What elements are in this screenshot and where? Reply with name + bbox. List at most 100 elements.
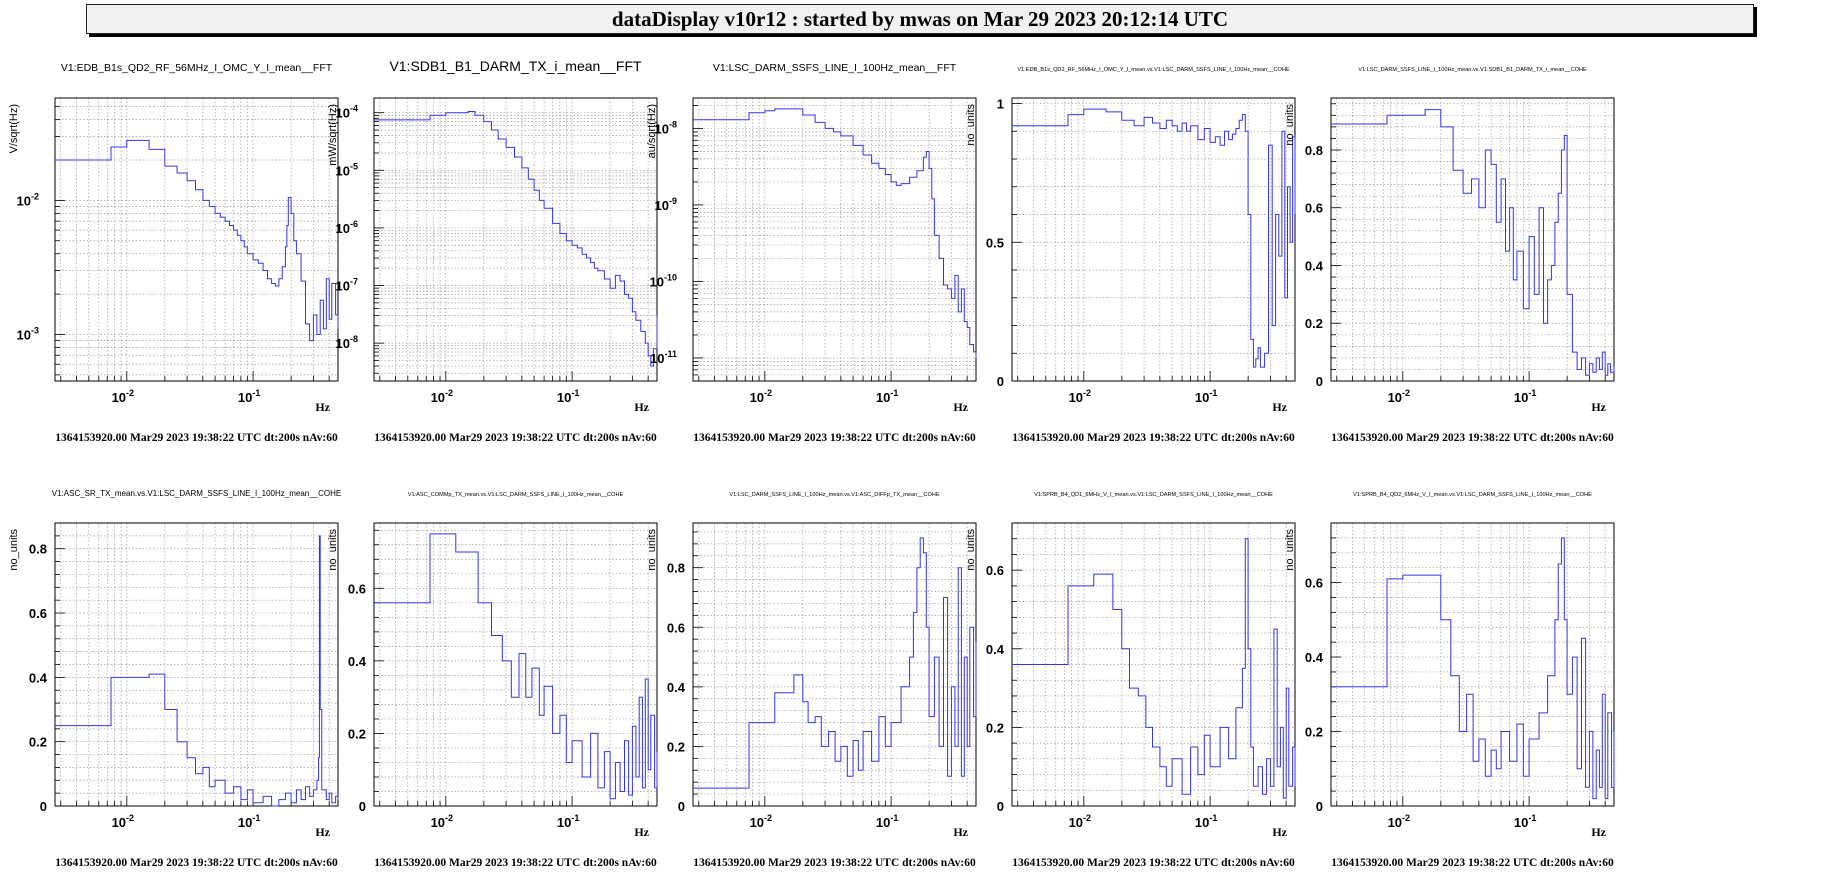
y-tick-label: 0.2 <box>986 720 1004 735</box>
y-tick-label: 0.6 <box>667 620 685 635</box>
y-tick-label: 0.2 <box>1305 725 1323 740</box>
chart-panel: V1:SPRB_B4_QD2_6MHz_V_I_mean.vs.V1:LSC_D… <box>1284 492 1615 869</box>
window-title: dataDisplay v10r12 : started by mwas on … <box>611 6 1229 31</box>
x-axis-label: Hz <box>1591 400 1606 414</box>
x-tick-label: 10-2 <box>1388 813 1410 830</box>
x-tick-label: 10-2 <box>1069 388 1091 405</box>
x-tick-label: 10-1 <box>1195 813 1217 830</box>
y-axis-label: no_units <box>646 529 658 571</box>
y-axis-label: V/sqrt(Hz) <box>8 104 20 154</box>
chart-footer: 1364153920.00 Mar29 2023 19:38:22 UTC dt… <box>374 432 657 444</box>
chart-title: V1:SPRB_B4_QD2_6MHz_V_I_mean.vs.V1:LSC_D… <box>1353 492 1592 498</box>
y-axis-label: no_units <box>1284 104 1296 146</box>
y-axis-label: mW/sqrt(Hz) <box>327 104 339 166</box>
chart-title: V1:EDB_B1s_QD2_RF_56MHz_I_OMC_Y_I_mean__… <box>61 62 333 74</box>
y-tick-label: 0.8 <box>1305 143 1323 158</box>
plot-frame <box>692 522 977 807</box>
series-line <box>1331 537 1615 800</box>
series-line <box>1012 538 1296 799</box>
y-tick-label: 10-7 <box>336 277 358 294</box>
chart-title: V1:SPRB_B4_QD1_6MHz_V_I_mean.vs.V1:LSC_D… <box>1034 492 1273 498</box>
series-line <box>55 535 339 807</box>
plot-frame <box>1330 97 1615 382</box>
chart-footer: 1364153920.00 Mar29 2023 19:38:22 UTC dt… <box>55 432 338 444</box>
y-tick-label: 0.2 <box>667 739 685 754</box>
y-tick-label: 0 <box>997 374 1004 389</box>
y-tick-label: 10-9 <box>655 196 677 213</box>
y-tick-label: 10-11 <box>650 349 677 366</box>
chart-panel: V1:SDB1_B1_DARM_TX_i_mean__FFT 10-2 10-1 Hz… <box>327 58 658 444</box>
plot-frame <box>1011 97 1296 382</box>
chart-title: V1:LSC_DARM_SSFS_LINE_I_100Hz_mean.vs.V1… <box>729 492 939 498</box>
y-tick-label: 0 <box>997 799 1004 814</box>
y-tick-label: 10-10 <box>650 272 677 289</box>
x-tick-label: 10-1 <box>1514 388 1536 405</box>
x-axis-label: Hz <box>1272 825 1287 839</box>
y-tick-label: 0 <box>40 799 47 814</box>
plot-frame <box>373 522 658 807</box>
x-tick-label: 10-2 <box>1069 813 1091 830</box>
y-tick-label: 10-3 <box>17 325 39 342</box>
y-axis-label: au/sqrt(Hz) <box>646 104 658 158</box>
y-tick-label: 0.4 <box>1305 258 1324 273</box>
x-axis-label: Hz <box>1591 825 1606 839</box>
chart-title: V1:LSC_DARM_SSFS_LINE_I_100Hz_mean__FFT <box>713 62 957 74</box>
chart-panel: V1:SPRB_B4_QD1_6MHz_V_I_mean.vs.V1:LSC_D… <box>965 492 1296 869</box>
chart-panel: V1:ASC_COMMp_TX_mean.vs.V1:LSC_DARM_SSFS… <box>327 492 658 869</box>
y-tick-label: 0 <box>359 799 366 814</box>
y-tick-label: 0.4 <box>667 680 686 695</box>
x-tick-label: 10-2 <box>112 813 134 830</box>
y-tick-label: 0.6 <box>1305 576 1323 591</box>
plot-frame <box>54 522 339 807</box>
x-tick-label: 10-1 <box>1514 813 1536 830</box>
x-tick-label: 10-2 <box>750 388 772 405</box>
chart-footer: 1364153920.00 Mar29 2023 19:38:22 UTC dt… <box>1012 857 1295 869</box>
chart-panel: V1:EDB_B1s_QD2_RF_56MHz_I_OMC_Y_I_mean__… <box>8 62 339 444</box>
y-tick-label: 0.6 <box>348 581 366 596</box>
x-axis-label: Hz <box>634 400 649 414</box>
x-axis-label: Hz <box>953 825 968 839</box>
y-tick-label: 0.6 <box>986 563 1004 578</box>
y-tick-label: 0 <box>1316 374 1323 389</box>
x-tick-label: 10-2 <box>112 388 134 405</box>
chart-footer: 1364153920.00 Mar29 2023 19:38:22 UTC dt… <box>374 857 657 869</box>
y-axis-label: no_units <box>1284 529 1296 571</box>
y-tick-label: 10-4 <box>336 104 358 121</box>
y-tick-label: 10-8 <box>655 119 677 136</box>
y-tick-label: 0 <box>1316 799 1323 814</box>
x-tick-label: 10-1 <box>557 813 579 830</box>
chart-title: V1:SDB1_B1_DARM_TX_i_mean__FFT <box>389 58 642 74</box>
x-tick-label: 10-1 <box>238 388 260 405</box>
chart-panel: V1:EDB_B1s_QD2_RF_56MHz_I_OMC_Y_I_mean.v… <box>965 67 1296 444</box>
y-tick-label: 0.8 <box>29 542 47 557</box>
x-axis-label: Hz <box>953 400 968 414</box>
chart-panel: V1:ASC_SR_TX_mean.vs.V1:LSC_DARM_SSFS_LI… <box>8 489 341 869</box>
x-tick-label: 10-2 <box>750 813 772 830</box>
y-axis-label: no_units <box>8 529 20 571</box>
chart-footer: 1364153920.00 Mar29 2023 19:38:22 UTC dt… <box>55 857 338 869</box>
y-tick-label: 10-8 <box>336 334 358 351</box>
chart-title: V1:ASC_COMMp_TX_mean.vs.V1:LSC_DARM_SSFS… <box>408 492 624 498</box>
chart-footer: 1364153920.00 Mar29 2023 19:38:22 UTC dt… <box>1331 857 1614 869</box>
y-tick-label: 0.6 <box>1305 201 1323 216</box>
x-tick-label: 10-1 <box>876 388 898 405</box>
plot-frame <box>692 97 977 382</box>
y-axis-label: no_units <box>965 104 977 146</box>
x-axis-label: Hz <box>315 825 330 839</box>
y-axis-label: no_units <box>327 529 339 571</box>
chart-footer: 1364153920.00 Mar29 2023 19:38:22 UTC dt… <box>693 432 976 444</box>
series-line <box>1012 108 1296 368</box>
series-line <box>1331 109 1615 376</box>
plot-frame <box>1330 522 1615 807</box>
y-tick-label: 10-2 <box>17 191 39 208</box>
y-tick-label: 1 <box>997 97 1004 112</box>
x-tick-label: 10-1 <box>238 813 260 830</box>
series-line <box>374 533 658 800</box>
series-line <box>693 537 977 789</box>
y-tick-label: 0.8 <box>667 561 685 576</box>
x-tick-label: 10-2 <box>431 813 453 830</box>
y-tick-label: 0.4 <box>348 654 367 669</box>
series-line <box>693 108 977 358</box>
chart-title: V1:LSC_DARM_SSFS_LINE_I_100Hz_mean.vs.V1… <box>1358 67 1587 73</box>
